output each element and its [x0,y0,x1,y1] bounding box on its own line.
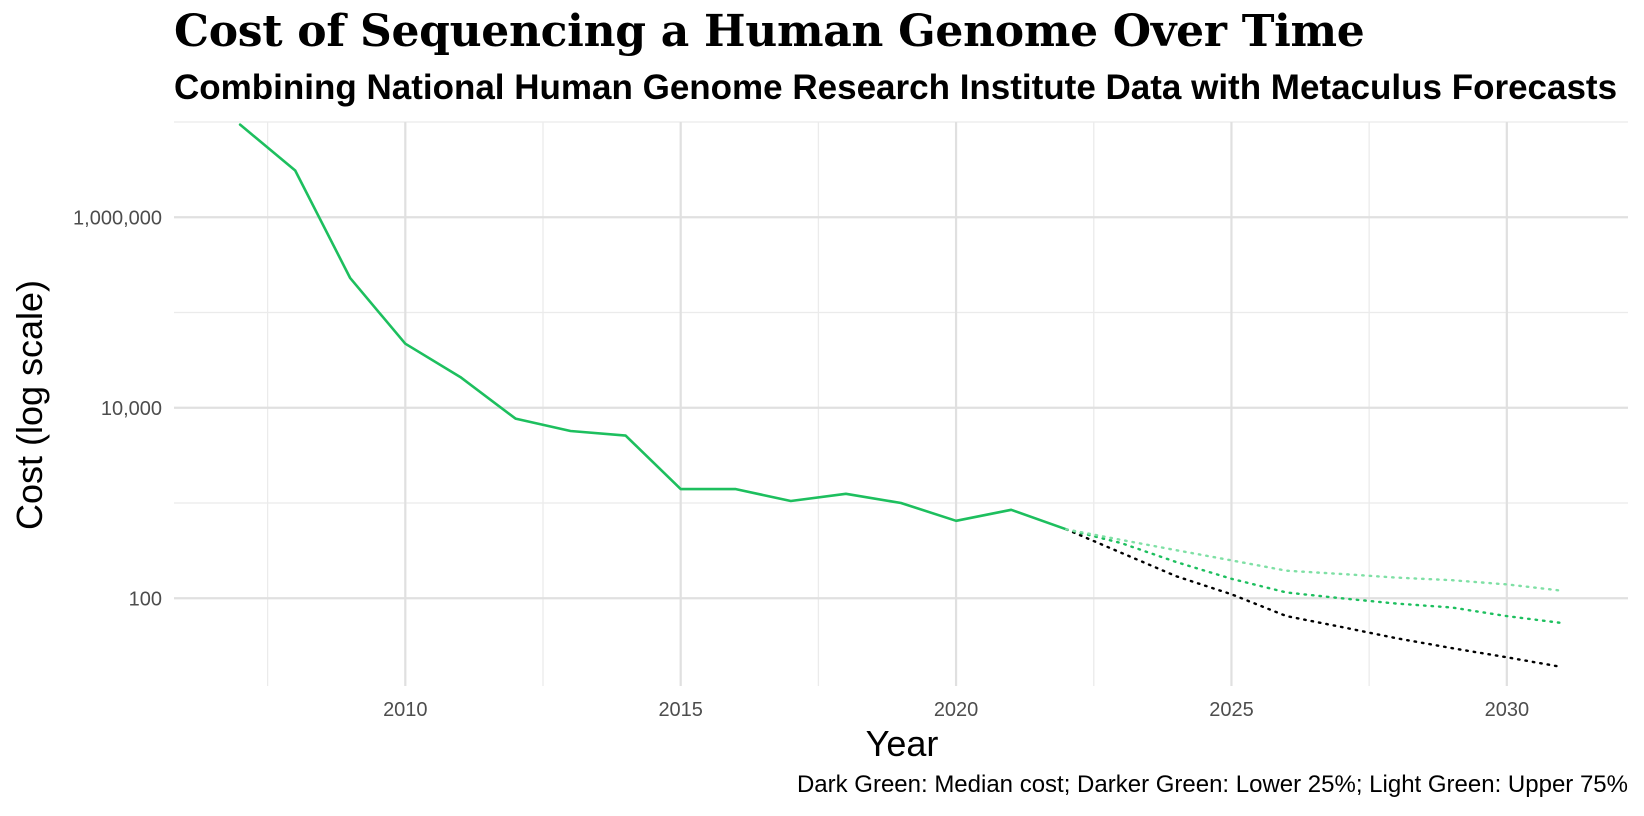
x-axis-title: Year [866,723,939,764]
series-layer [238,123,1564,669]
x-tick-labels: 2010 2015 2020 2025 2030 [383,699,1529,721]
x-tick-label: 2025 [1209,699,1254,721]
series-line-1 [238,123,1068,531]
grid-minor [174,121,1628,686]
chart-title: Cost of Sequencing a Human Genome Over T… [174,6,1365,57]
x-tick-label: 2020 [934,699,979,721]
series-line-2 [1064,528,1564,669]
x-tick-label: 2030 [1485,699,1530,721]
y-tick-label: 10,000 [101,398,162,420]
y-tick-label: 100 [129,588,162,610]
x-tick-label: 2015 [658,699,703,721]
chart-caption: Dark Green: Median cost; Darker Green: L… [796,771,1628,798]
series-line-4 [1064,528,1564,592]
x-tick-label: 2010 [383,699,428,721]
grid-major [174,122,1628,686]
y-tick-label: 1,000,000 [73,207,162,229]
series-line-3 [1064,528,1564,625]
y-axis-title: Cost (log scale) [9,280,50,530]
chart-subtitle: Combining National Human Genome Research… [174,68,1618,107]
y-tick-labels: 100 10,000 1,000,000 [73,207,162,610]
